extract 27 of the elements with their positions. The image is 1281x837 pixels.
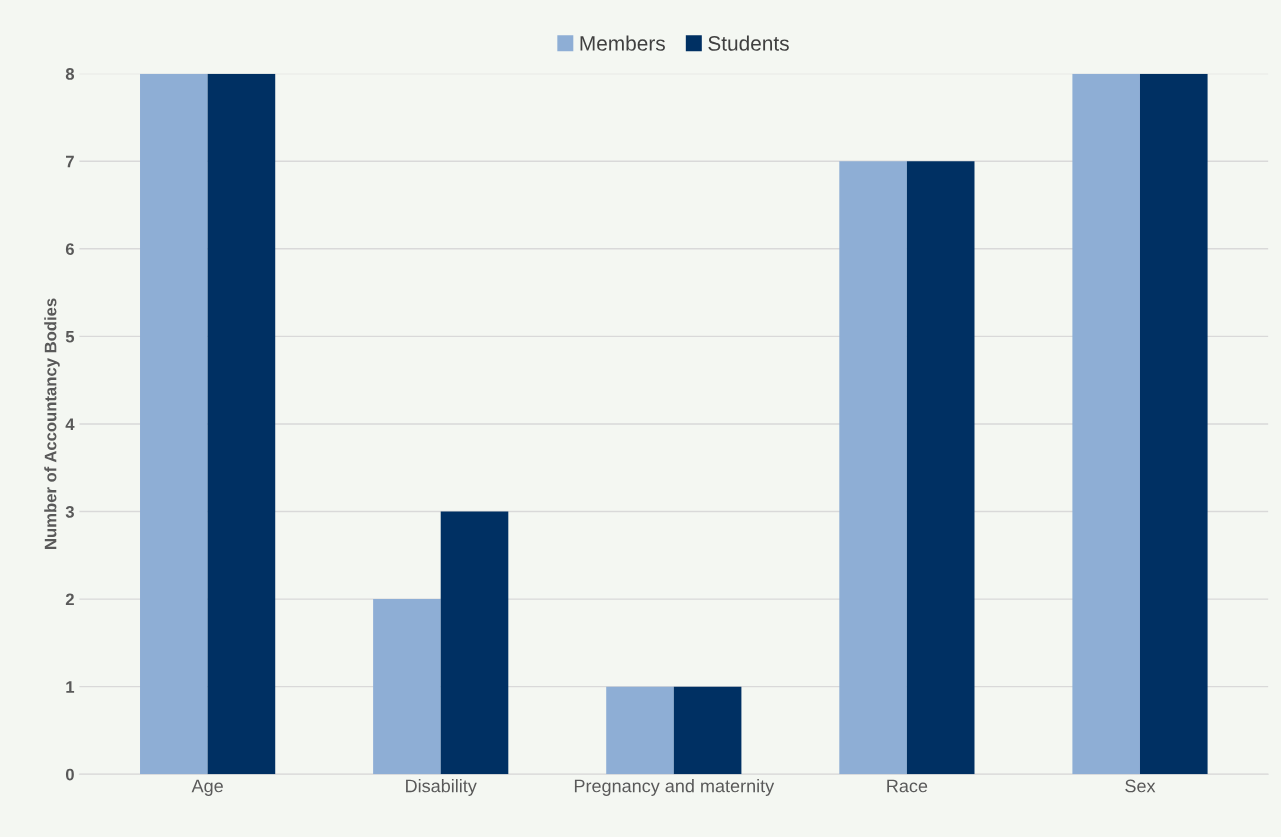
y-tick-label: 1	[66, 681, 75, 693]
bar	[440, 511, 509, 775]
y-tick-label: 8	[65, 68, 75, 80]
bar	[606, 686, 674, 775]
x-tick-label: Age	[191, 779, 223, 796]
y-tick-label: 2	[65, 593, 74, 606]
bar	[1072, 73, 1140, 775]
x-tick-label: Disability	[406, 779, 477, 796]
x-tick-label: Sex	[1125, 779, 1156, 793]
y-axis-title: Number of Accountancy Bodies	[44, 298, 60, 549]
x-tick-label: Pregnancy and maternity	[574, 779, 775, 796]
legend-label: Members	[580, 35, 665, 51]
bar	[140, 73, 208, 775]
bar	[207, 73, 276, 775]
legend-label: Students	[708, 35, 789, 51]
y-tick-label: 5	[65, 330, 75, 343]
bar	[906, 161, 975, 775]
bar	[673, 686, 742, 775]
bar	[1139, 73, 1208, 775]
y-tick-label: 0	[65, 768, 74, 781]
x-tick-label: Race	[887, 779, 928, 793]
y-tick-label: 4	[65, 418, 75, 430]
bar	[839, 161, 907, 775]
y-tick-label: 3	[65, 505, 74, 518]
y-tick-label: 6	[65, 243, 74, 255]
y-tick-label: 7	[66, 155, 74, 168]
bar	[373, 599, 441, 775]
